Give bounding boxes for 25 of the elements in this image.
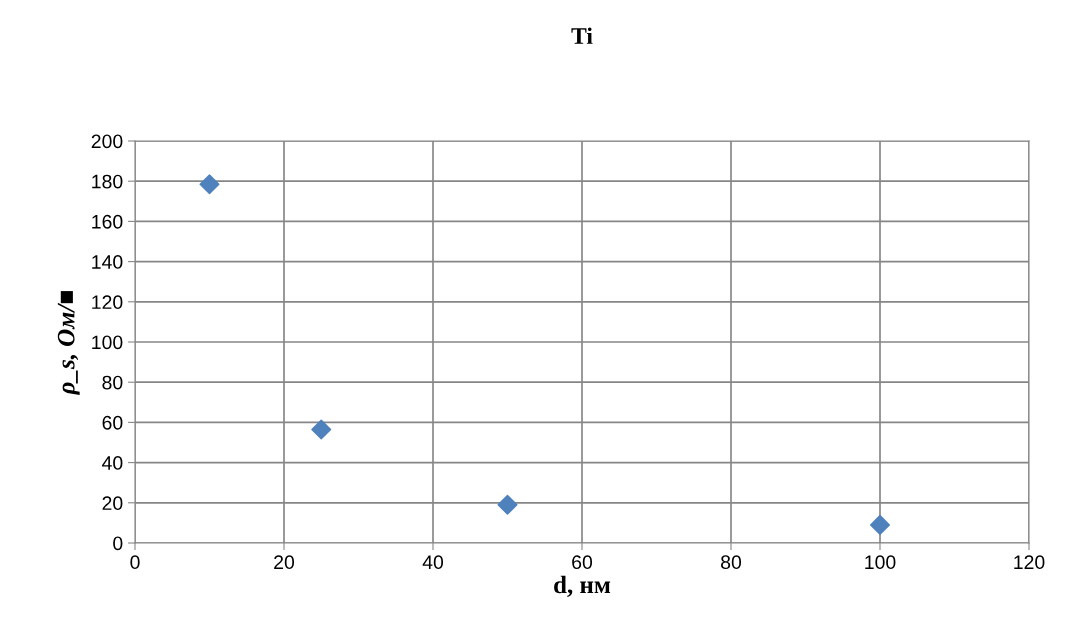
y-tick-label: 20: [102, 496, 123, 511]
point: [311, 419, 332, 440]
point: [869, 514, 891, 535]
x-tick-label: 60: [572, 555, 593, 570]
x-tick-label: 80: [721, 555, 742, 570]
y-tick-label: 40: [102, 456, 123, 470]
y-tick-label: 80: [102, 375, 123, 390]
chart-title: Ti: [571, 27, 593, 44]
x-axis-title: d, нм: [554, 575, 611, 597]
y-axis-title: ρ_s, Ом/■: [57, 291, 80, 396]
y-tick-label: 120: [92, 295, 123, 310]
y-tick-label: 180: [92, 174, 123, 189]
y-tick-label: 0: [113, 536, 123, 551]
point: [199, 174, 220, 195]
x-tick-label: 40: [422, 555, 444, 570]
y-tick-label: 100: [92, 335, 123, 350]
y-tick-label: 140: [92, 255, 123, 269]
x-tick-label: 120: [1014, 555, 1045, 570]
point: [497, 494, 518, 515]
x-tick-label: 20: [274, 555, 295, 570]
y-tick-label: 200: [91, 134, 123, 149]
y-tick-label: 160: [92, 214, 123, 229]
y-tick-label: 60: [102, 415, 123, 430]
x-tick-label: 100: [865, 555, 896, 570]
x-tick-label: 0: [130, 555, 140, 570]
